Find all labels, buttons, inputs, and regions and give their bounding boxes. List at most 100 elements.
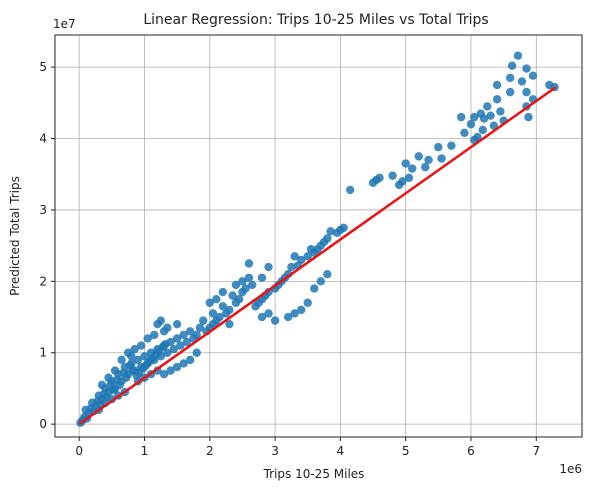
data-point bbox=[264, 262, 273, 272]
data-point bbox=[306, 245, 316, 254]
data-point bbox=[522, 64, 531, 73]
data-point bbox=[414, 152, 423, 161]
data-point bbox=[161, 339, 170, 349]
data-point bbox=[388, 171, 397, 180]
data-point bbox=[257, 273, 267, 282]
x-tick-label: 6 bbox=[467, 444, 475, 458]
data-point bbox=[185, 327, 195, 336]
data-point bbox=[199, 316, 208, 325]
data-point bbox=[522, 87, 531, 97]
data-point bbox=[345, 185, 355, 195]
data-point bbox=[110, 366, 120, 375]
data-point bbox=[228, 291, 237, 300]
data-point bbox=[104, 373, 113, 382]
y-tick-label: 3 bbox=[39, 203, 47, 217]
y-tick-label: 0 bbox=[39, 417, 47, 431]
data-point bbox=[130, 344, 139, 354]
data-point bbox=[528, 71, 538, 80]
data-point bbox=[486, 111, 495, 120]
data-point bbox=[483, 102, 492, 111]
data-point bbox=[156, 316, 165, 325]
data-point bbox=[143, 334, 152, 343]
data-point bbox=[492, 80, 502, 90]
data-point bbox=[218, 287, 228, 297]
x-offset-label: 1e6 bbox=[559, 462, 582, 476]
data-point bbox=[208, 309, 218, 318]
y-tick-label: 2 bbox=[39, 274, 47, 288]
x-tick-label: 7 bbox=[532, 444, 540, 458]
data-point bbox=[172, 334, 182, 343]
plot-frame bbox=[54, 34, 583, 438]
data-point bbox=[192, 348, 201, 357]
x-tick-label: 5 bbox=[402, 444, 410, 458]
y-offset-label: 1e7 bbox=[53, 17, 76, 31]
data-point bbox=[470, 112, 479, 122]
data-point bbox=[505, 87, 515, 97]
data-point bbox=[185, 355, 195, 365]
data-point bbox=[283, 312, 293, 322]
data-point bbox=[290, 252, 299, 261]
data-point bbox=[434, 142, 443, 152]
data-point bbox=[505, 73, 515, 83]
data-point bbox=[296, 305, 306, 315]
data-point bbox=[421, 162, 430, 172]
x-tick-label: 0 bbox=[75, 444, 83, 458]
data-point bbox=[507, 61, 517, 70]
data-point bbox=[479, 114, 489, 123]
data-point bbox=[244, 259, 254, 268]
x-tick-label: 2 bbox=[206, 444, 214, 458]
data-point bbox=[182, 337, 192, 347]
data-point bbox=[159, 369, 169, 379]
data-point bbox=[133, 355, 143, 365]
data-point bbox=[489, 121, 499, 130]
data-point bbox=[231, 298, 241, 307]
data-point bbox=[163, 323, 172, 332]
y-axis-label: Predicted Total Trips bbox=[8, 176, 22, 296]
data-point bbox=[332, 228, 342, 237]
data-point bbox=[140, 352, 149, 361]
data-point bbox=[456, 112, 466, 122]
data-point bbox=[394, 180, 404, 190]
x-tick-label: 4 bbox=[337, 444, 345, 458]
data-point bbox=[150, 330, 159, 340]
data-point bbox=[517, 77, 527, 86]
data-point bbox=[238, 287, 247, 297]
data-point bbox=[244, 273, 254, 282]
data-point bbox=[404, 173, 414, 183]
data-point bbox=[225, 319, 234, 329]
data-point bbox=[316, 277, 325, 286]
data-point bbox=[287, 262, 296, 272]
data-point bbox=[326, 227, 335, 236]
data-point bbox=[123, 348, 133, 357]
data-points bbox=[76, 51, 559, 427]
data-point bbox=[478, 125, 487, 135]
data-point bbox=[121, 373, 131, 382]
grid bbox=[55, 35, 582, 437]
data-point bbox=[176, 341, 185, 350]
y-tick-label: 5 bbox=[39, 60, 47, 74]
y-axis-ticks: 0 1 2 3 4 5 bbox=[39, 60, 55, 431]
data-point bbox=[221, 309, 231, 318]
data-point bbox=[270, 316, 280, 325]
data-point bbox=[172, 362, 182, 372]
data-point bbox=[290, 309, 299, 318]
data-point bbox=[166, 366, 175, 375]
data-point bbox=[310, 284, 319, 293]
y-tick-label: 1 bbox=[39, 346, 47, 360]
data-point bbox=[169, 344, 179, 354]
data-point bbox=[492, 95, 502, 104]
data-point bbox=[257, 312, 267, 322]
data-point bbox=[323, 270, 332, 279]
data-point bbox=[179, 330, 188, 340]
data-point bbox=[303, 298, 312, 307]
data-point bbox=[238, 277, 247, 286]
chart-title: Linear Regression: Trips 10-25 Miles vs … bbox=[143, 12, 488, 28]
data-point bbox=[97, 380, 107, 390]
data-point bbox=[372, 175, 381, 185]
x-tick-label: 1 bbox=[141, 444, 149, 458]
data-point bbox=[496, 107, 505, 116]
x-axis-label: Trips 10-25 Miles bbox=[263, 467, 365, 481]
data-point bbox=[401, 159, 410, 168]
regression-line bbox=[78, 86, 557, 426]
data-point bbox=[137, 341, 146, 350]
